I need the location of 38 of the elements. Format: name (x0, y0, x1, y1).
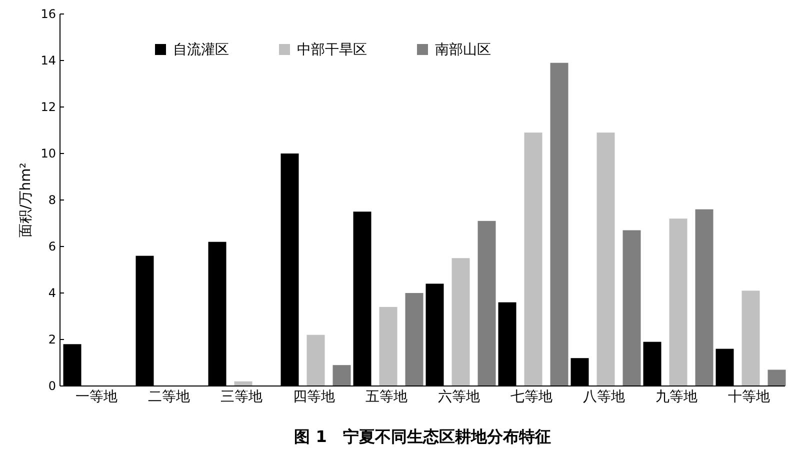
y-tick-label: 8 (48, 193, 56, 207)
bar (695, 209, 714, 386)
x-tick-label: 九等地 (655, 389, 698, 405)
bar (379, 306, 398, 386)
x-tick-label: 六等地 (438, 389, 480, 405)
bar (452, 258, 470, 386)
bar (524, 132, 542, 386)
y-tick-label: 0 (48, 379, 56, 393)
bar (622, 230, 641, 386)
x-tick-label: 五等地 (365, 389, 408, 405)
bar (596, 132, 615, 386)
x-tick-label: 八等地 (582, 389, 625, 405)
x-tick-label: 十等地 (728, 389, 770, 405)
bar (550, 62, 568, 386)
bar (332, 365, 351, 386)
legend-label: 中部干旱区 (297, 42, 367, 58)
x-tick-label: 二等地 (148, 389, 190, 405)
legend-label: 南部山区 (435, 42, 491, 58)
y-tick-label: 14 (40, 54, 56, 68)
y-tick-label: 2 (48, 332, 56, 346)
y-tick-label: 6 (48, 240, 56, 254)
x-tick-label: 七等地 (510, 389, 552, 405)
x-tick-label: 一等地 (75, 389, 118, 405)
bar (669, 218, 688, 386)
bar (768, 370, 786, 386)
bar (306, 334, 325, 386)
x-tick-label: 四等地 (292, 389, 335, 405)
legend-label: 自流灌区 (173, 42, 229, 58)
text: 图 1 宁夏不同生态区耕地分布特征 (294, 427, 551, 446)
y-tick-label: 10 (40, 146, 56, 160)
bar (478, 220, 496, 386)
bar (405, 293, 424, 386)
y-tick-label: 16 (40, 7, 56, 21)
x-tick-label: 三等地 (220, 389, 262, 405)
y-axis-title: 面积/万hm² (18, 162, 34, 238)
y-tick-label: 4 (48, 286, 56, 300)
bar (742, 290, 760, 386)
y-tick-label: 12 (40, 100, 56, 114)
